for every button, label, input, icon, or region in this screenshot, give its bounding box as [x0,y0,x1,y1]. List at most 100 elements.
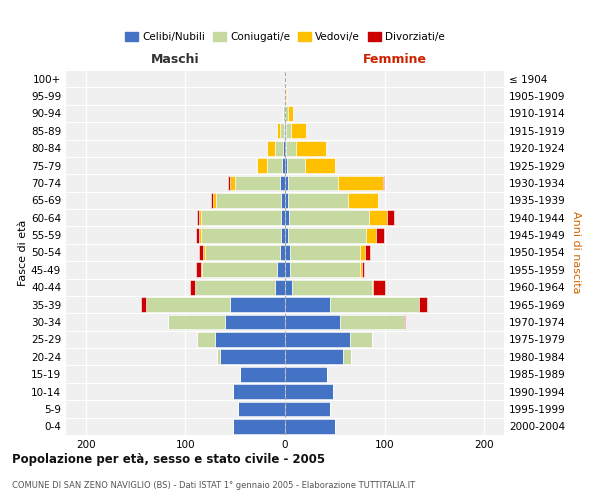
Bar [285,124,286,138]
Bar [277,262,285,278]
Bar [371,280,373,294]
Bar [275,141,283,156]
Bar [340,314,404,330]
Bar [197,332,215,347]
Text: Popolazione per età, sesso e stato civile - 2005: Popolazione per età, sesso e stato civil… [12,452,325,466]
Bar [286,124,291,138]
Bar [196,280,275,294]
Bar [284,124,285,138]
Bar [281,193,285,208]
Bar [286,88,287,104]
Bar [220,350,285,364]
Bar [285,262,290,278]
Bar [289,210,368,225]
Bar [285,88,286,104]
Bar [280,245,285,260]
Bar [140,298,146,312]
Bar [285,314,340,330]
Bar [190,280,196,294]
Bar [205,245,280,260]
Bar [285,228,288,242]
Bar [230,298,285,312]
Bar [359,262,362,278]
Bar [199,245,203,260]
Bar [199,228,202,242]
Bar [267,158,282,173]
Bar [225,314,285,330]
Bar [277,124,280,138]
Bar [296,141,326,156]
Bar [281,210,285,225]
Bar [283,106,285,121]
Bar [235,176,280,190]
Bar [288,176,338,190]
Bar [359,245,365,260]
Bar [285,141,286,156]
Bar [285,210,289,225]
Text: COMUNE DI SAN ZENO NAVIGLIO (BS) - Dati ISTAT 1° gennaio 2005 - Elaborazione TUT: COMUNE DI SAN ZENO NAVIGLIO (BS) - Dati … [12,480,415,490]
Bar [288,228,365,242]
Bar [285,158,287,173]
Bar [214,193,217,208]
Bar [330,298,419,312]
Bar [283,141,285,156]
Bar [196,262,202,278]
Bar [290,245,359,260]
Bar [167,314,225,330]
Bar [285,193,288,208]
Bar [285,419,335,434]
Bar [230,176,235,190]
Bar [288,193,348,208]
Bar [285,350,343,364]
Bar [350,332,371,347]
Bar [404,314,406,330]
Bar [285,384,333,399]
Bar [280,124,284,138]
Bar [290,262,359,278]
Bar [202,228,281,242]
Bar [285,367,327,382]
Bar [291,124,306,138]
Bar [285,176,288,190]
Y-axis label: Anni di nascita: Anni di nascita [571,211,581,294]
Legend: Celibi/Nubili, Coniugati/e, Vedovi/e, Divorziati/e: Celibi/Nubili, Coniugati/e, Vedovi/e, Di… [121,28,449,46]
Bar [199,210,202,225]
Bar [267,141,275,156]
Bar [215,332,285,347]
Bar [386,210,395,225]
Bar [257,158,267,173]
Bar [376,228,383,242]
Bar [285,106,288,121]
Text: Maschi: Maschi [151,52,200,66]
Bar [202,210,281,225]
Bar [419,298,427,312]
Bar [287,158,305,173]
Bar [282,158,285,173]
Bar [233,419,285,434]
Bar [365,228,376,242]
Bar [362,262,364,278]
Bar [292,280,371,294]
Bar [238,402,285,416]
Bar [211,193,214,208]
Bar [275,280,285,294]
Bar [196,228,199,242]
Bar [348,193,377,208]
Bar [197,210,199,225]
Text: Femmine: Femmine [362,52,427,66]
Bar [285,332,350,347]
Bar [280,176,285,190]
Y-axis label: Fasce di età: Fasce di età [18,220,28,286]
Bar [240,367,285,382]
Bar [373,280,385,294]
Bar [288,106,293,121]
Bar [285,280,292,294]
Bar [203,245,205,260]
Bar [217,350,220,364]
Bar [285,298,330,312]
Bar [365,245,370,260]
Bar [285,245,290,260]
Bar [217,193,281,208]
Bar [338,176,383,190]
Bar [202,262,277,278]
